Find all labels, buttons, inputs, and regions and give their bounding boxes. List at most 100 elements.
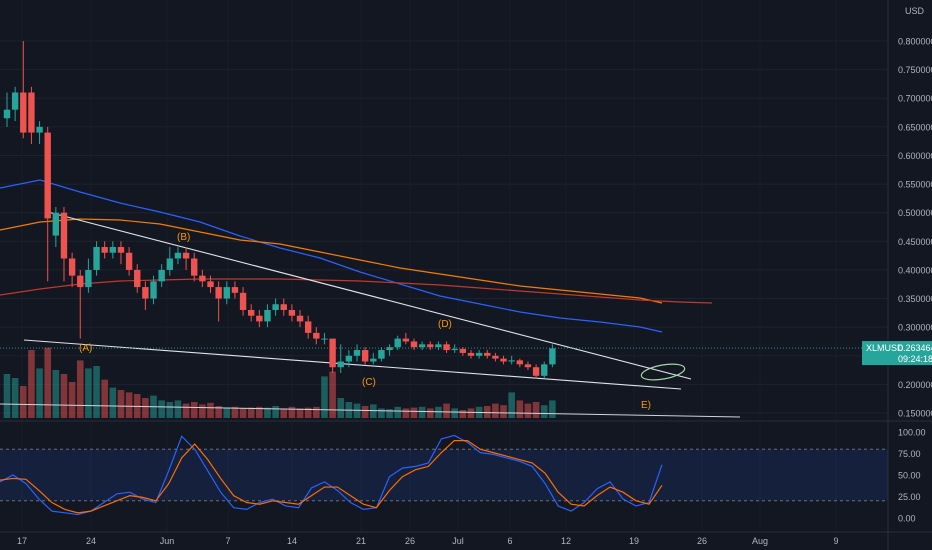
candle[interactable] [353,344,361,362]
candle-body [321,338,328,340]
candle[interactable] [402,332,410,345]
candle[interactable] [60,206,68,282]
candle[interactable] [207,275,214,293]
price-axis[interactable]: 0.800000 0.750000 0.700000 0.650000 0.600000… [898,4,932,524]
candle[interactable] [44,126,51,282]
time-tick-label: 21 [356,536,366,546]
candle-body [386,347,393,351]
wave-label: (D) [438,319,452,330]
candle-body [337,361,344,368]
candle[interactable] [191,252,198,282]
candle[interactable] [394,335,401,351]
candle-body [142,287,149,299]
candle[interactable] [345,350,353,368]
candle[interactable] [239,287,247,316]
candle[interactable] [288,304,296,322]
candle[interactable] [248,304,255,322]
candle[interactable] [280,298,287,316]
candle[interactable] [296,309,304,328]
candle[interactable] [174,247,182,265]
candle[interactable] [215,281,222,322]
candle[interactable] [361,347,369,365]
candle-body [109,247,117,253]
candle[interactable] [134,264,141,293]
time-tick-label: 24 [86,536,96,546]
volume-bar [280,408,288,418]
candle[interactable] [109,241,117,259]
lower-trendline[interactable] [23,339,682,390]
candle-body [508,360,515,362]
candle-body [378,350,385,359]
ma-blue-line [0,179,663,333]
candle[interactable] [36,121,43,145]
currency-label: USD [905,6,925,16]
candle[interactable] [549,344,556,368]
candle[interactable] [313,327,320,345]
candle-body [532,367,540,376]
candle[interactable] [28,86,35,145]
candle[interactable] [182,247,190,270]
candle[interactable] [223,281,230,305]
volume-bar [272,406,279,418]
candle[interactable] [11,86,19,122]
candle[interactable] [443,341,450,353]
currency-badge[interactable] [903,4,925,18]
candle[interactable] [337,344,344,373]
candle[interactable] [52,206,60,248]
volume-bar [459,410,467,418]
candle-body [117,247,125,253]
time-axis[interactable]: 17 24 Jun 7 14 21 26 Jul 6 12 19 26 Aug 9 [17,536,839,546]
candle[interactable] [158,264,165,288]
time-tick-label: Aug [752,536,768,546]
candle[interactable] [484,350,491,359]
upper-trendline[interactable] [47,211,692,380]
volume-trendline[interactable] [0,403,741,418]
candle[interactable] [492,352,499,362]
candle[interactable] [378,347,385,362]
candle[interactable] [516,358,524,368]
candle[interactable] [93,241,100,276]
candle-body [182,252,190,259]
volume-bar [68,382,76,418]
candle[interactable] [231,281,239,299]
candle[interactable] [541,361,548,379]
candle[interactable] [85,258,92,293]
candle[interactable] [410,338,418,351]
candle[interactable] [418,341,426,351]
candle[interactable] [451,344,458,353]
candle[interactable] [166,247,173,276]
candle[interactable] [77,269,84,339]
candle[interactable] [101,241,108,259]
candle[interactable] [272,298,279,316]
candle[interactable] [125,247,133,276]
candle[interactable] [142,281,149,310]
candle[interactable] [20,41,27,139]
candle[interactable] [532,364,540,379]
candle[interactable] [427,341,434,351]
candle[interactable] [256,309,263,328]
candles[interactable] [3,41,556,379]
candle[interactable] [304,315,312,339]
candle[interactable] [370,352,377,365]
candle[interactable] [459,347,467,356]
candle[interactable] [524,361,532,371]
candle[interactable] [500,355,507,365]
price-tick-label: 0.200000 [898,380,932,390]
candle[interactable] [508,355,515,365]
candle[interactable] [329,338,336,373]
candle[interactable] [117,241,125,265]
candle-body [3,109,11,119]
candle[interactable] [3,92,11,127]
candle[interactable] [68,252,76,288]
candle[interactable] [475,350,483,359]
volume-bar [435,406,442,418]
candle-body [475,352,483,356]
candle[interactable] [199,269,206,288]
candle[interactable] [321,332,328,345]
candle[interactable] [467,350,475,359]
candle[interactable] [386,344,393,356]
candle[interactable] [264,304,271,328]
candle[interactable] [150,275,157,305]
candle[interactable] [435,341,442,351]
